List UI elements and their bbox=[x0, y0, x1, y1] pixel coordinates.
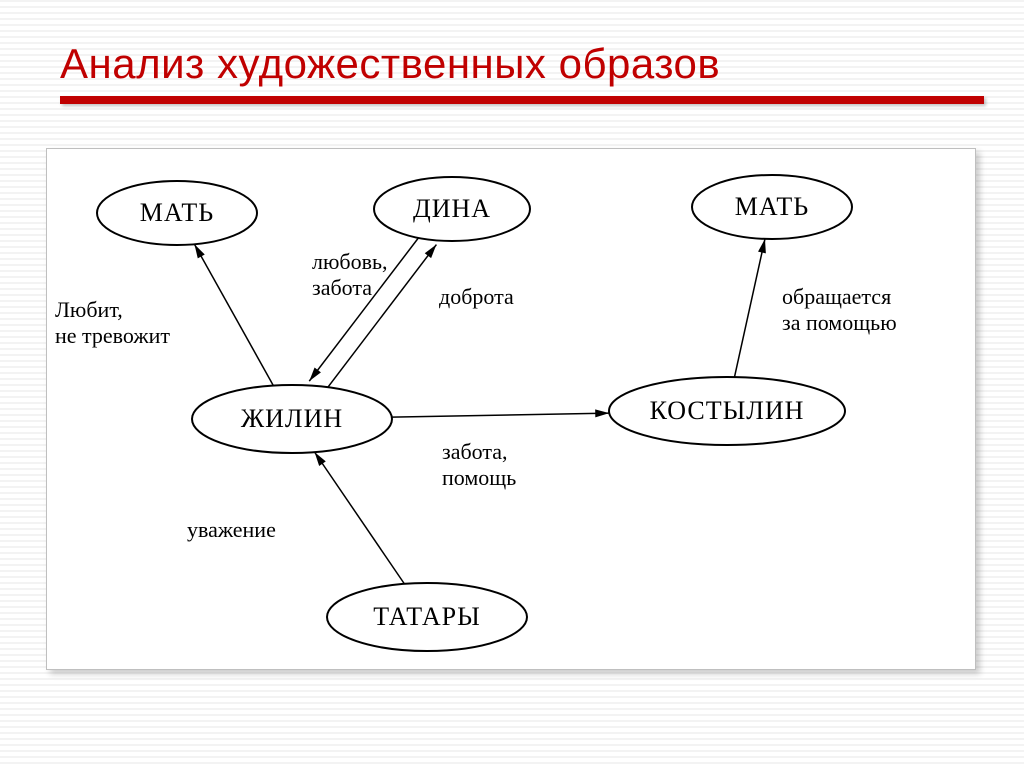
node-label: КОСТЫЛИН bbox=[650, 396, 805, 425]
diagram-node-zhilin: ЖИЛИН bbox=[192, 385, 392, 453]
edge-label: уважение bbox=[187, 517, 276, 542]
edge-label: не тревожит bbox=[55, 323, 170, 348]
edge-label: забота bbox=[312, 275, 372, 300]
title-block: Анализ художественных образов bbox=[60, 40, 984, 104]
edge-label: любовь, bbox=[312, 249, 388, 274]
page-title: Анализ художественных образов bbox=[60, 40, 984, 88]
diagram-panel: Любит,не тревожит любовь,забота доброта заб… bbox=[46, 148, 976, 670]
node-label: ТАТАРЫ bbox=[373, 602, 481, 631]
diagram-node-tatary: ТАТАРЫ bbox=[327, 583, 527, 651]
node-label: ДИНА bbox=[413, 194, 491, 223]
node-label: МАТЬ bbox=[735, 192, 809, 221]
node-label: МАТЬ bbox=[140, 198, 214, 227]
diagram-node-kost: КОСТЫЛИН bbox=[609, 377, 845, 445]
edge-label: Любит, bbox=[55, 297, 123, 322]
edge-label: забота, bbox=[442, 439, 508, 464]
network-diagram: Любит,не тревожит любовь,забота доброта заб… bbox=[47, 149, 975, 669]
node-label: ЖИЛИН bbox=[241, 404, 343, 433]
edge-label: обращается bbox=[782, 284, 891, 309]
edge-label: помощь bbox=[442, 465, 516, 490]
edge-label: за помощью bbox=[782, 310, 897, 335]
diagram-node-dina: ДИНА bbox=[374, 177, 530, 241]
diagram-node-mat1: МАТЬ bbox=[97, 181, 257, 245]
edge-label: доброта bbox=[439, 284, 514, 309]
diagram-node-mat2: МАТЬ bbox=[692, 175, 852, 239]
title-underline bbox=[60, 96, 984, 104]
slide: Анализ художественных образов Любит,не т… bbox=[0, 0, 1024, 768]
